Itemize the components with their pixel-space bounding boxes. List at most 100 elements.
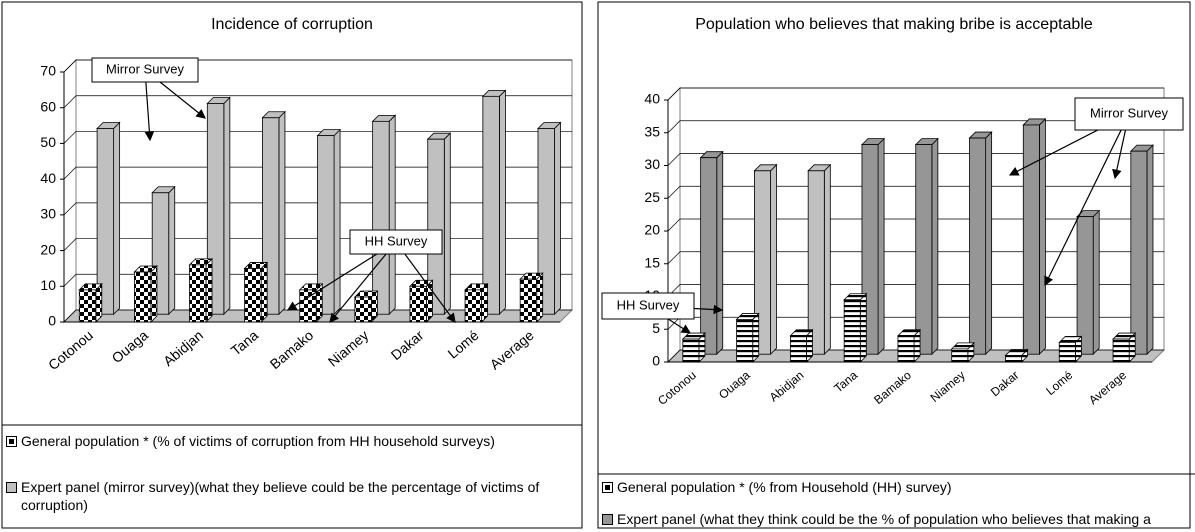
grid-line <box>667 349 1164 363</box>
bar-side <box>554 121 561 316</box>
bar <box>427 138 445 315</box>
grid-line <box>63 131 572 144</box>
y-tick-label: 60 <box>40 98 56 114</box>
bar <box>736 319 754 363</box>
legend-item: Expert panel (what they think could be t… <box>602 510 1174 532</box>
bar <box>317 135 335 315</box>
bar <box>354 296 372 323</box>
side-wall <box>63 58 77 324</box>
annotation-box <box>349 229 443 255</box>
title-box: Population who believes that making brib… <box>695 16 1093 33</box>
legend-row: Expert panel (mirror survey)(what they b… <box>6 478 566 514</box>
bar <box>951 348 969 363</box>
bar-side <box>859 292 867 363</box>
bar <box>299 289 317 323</box>
legend-swatch <box>602 514 613 525</box>
annotation-text: HH Survey <box>365 233 428 248</box>
bar-side <box>95 282 103 323</box>
annotation-text: Mirror Survey <box>106 61 185 76</box>
bar <box>189 264 207 323</box>
legend-label: Expert panel (mirror survey)(what they b… <box>21 479 540 513</box>
grid-line <box>667 218 1164 232</box>
bar <box>915 144 933 355</box>
bar <box>133 271 152 323</box>
bar <box>519 278 538 323</box>
bar-side <box>150 265 158 323</box>
bar-side <box>260 261 268 323</box>
bar-side <box>388 114 396 316</box>
y-tick-label: 40 <box>40 170 56 186</box>
annotation-arrow <box>395 241 456 323</box>
y-tick-label: 30 <box>644 156 660 172</box>
legend-label: Expert panel (what they think could be t… <box>617 511 1151 532</box>
bar <box>789 335 807 363</box>
bar-side <box>823 163 831 356</box>
bar <box>1076 216 1094 355</box>
bar <box>1112 338 1130 363</box>
bar <box>464 289 483 323</box>
bar-side <box>752 312 760 363</box>
grid-line <box>63 273 572 287</box>
annotation-arrow <box>329 241 397 323</box>
grid-line <box>63 95 572 108</box>
bar <box>1130 150 1148 355</box>
bar-side <box>770 163 777 356</box>
legend-label: General population * (% from Household (… <box>617 479 952 495</box>
annotation-arrow <box>1044 113 1130 287</box>
annotation-box <box>601 292 695 320</box>
bar-side <box>481 282 489 323</box>
legend-item: General population * (% of victims of co… <box>6 432 566 450</box>
annotation-text: HH Survey <box>617 297 680 312</box>
bar-side <box>278 110 286 316</box>
annotation-text: Mirror Survey <box>1090 105 1169 120</box>
legend-row: General population * (% from Household (… <box>602 478 1174 496</box>
bar <box>482 95 500 315</box>
bar <box>537 128 555 315</box>
bar <box>1022 124 1040 355</box>
bar <box>682 338 700 363</box>
bar-side <box>223 96 231 316</box>
grid-line <box>667 185 1164 199</box>
bar <box>372 120 390 315</box>
bar-side <box>716 150 724 356</box>
y-tick-label: 35 <box>644 123 660 139</box>
y-tick-label: 0 <box>48 313 56 329</box>
bar-side <box>443 132 451 316</box>
annotation-box <box>91 57 199 83</box>
bar-side <box>168 185 176 316</box>
bar <box>700 157 718 355</box>
y-tick-label: 40 <box>644 91 660 107</box>
y-tick-label: 20 <box>644 222 660 238</box>
bar-side <box>1146 144 1154 356</box>
grid-line <box>63 202 572 216</box>
y-tick-label: 70 <box>40 63 56 79</box>
bar-side <box>205 257 213 323</box>
bar-side <box>877 137 885 356</box>
bar-side <box>931 137 939 356</box>
chart-title: Incidence of corruption <box>211 16 373 33</box>
legend-row: Expert panel (what they think could be t… <box>602 510 1174 532</box>
grid-line <box>667 120 1164 133</box>
bar <box>843 299 861 363</box>
bar <box>1058 341 1076 363</box>
grid-line <box>667 251 1164 264</box>
legend-item: General population * (% from Household (… <box>602 478 1174 496</box>
grid-line <box>63 59 572 73</box>
legend-row: General population * (% of victims of co… <box>6 432 566 450</box>
chart-title: Population who believes that making brib… <box>695 16 1093 33</box>
bar-side <box>536 272 544 323</box>
y-tick-label: 15 <box>644 254 660 270</box>
legend-item: Expert panel (mirror survey)(what they b… <box>6 478 566 514</box>
y-tick-label: 5 <box>652 320 660 336</box>
bar <box>807 170 825 355</box>
bar-side <box>985 131 993 356</box>
bar <box>897 335 915 363</box>
bar-side <box>113 121 121 316</box>
bar <box>78 289 97 323</box>
bar-side <box>333 128 341 316</box>
y-tick-label: 10 <box>40 277 56 293</box>
bar-side <box>1039 117 1046 356</box>
y-tick-label: 0 <box>652 353 660 369</box>
bar <box>969 137 987 355</box>
